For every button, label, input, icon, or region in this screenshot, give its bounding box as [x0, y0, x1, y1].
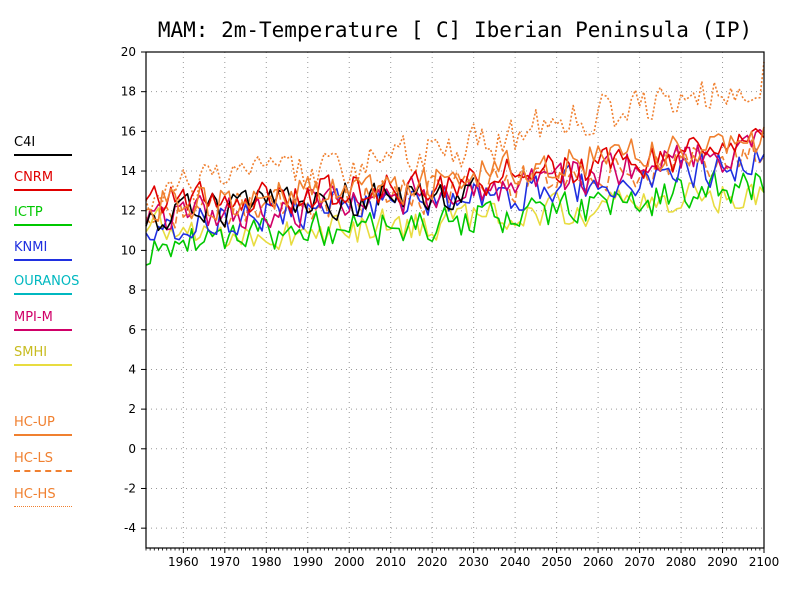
y-tick-label: 20 [121, 45, 136, 59]
legend-swatch [14, 470, 72, 472]
chart-title: MAM: 2m-Temperature [ C] Iberian Peninsu… [157, 18, 753, 42]
legend-label: MPI-M [14, 310, 53, 325]
legend-swatch [14, 329, 72, 331]
axes: 1960 1970 1980 1990 2000 2010 2020 2030 2040 2050… [121, 45, 780, 569]
grid-lines [146, 52, 764, 548]
y-tick-label: 10 [121, 243, 136, 257]
series-line-cnrm [145, 127, 765, 214]
x-tick-label: 2000 [334, 555, 365, 569]
legend-swatch [14, 224, 72, 226]
legend-entry-cnrm: CNRM [14, 170, 74, 200]
y-tick-label: 2 [128, 402, 136, 416]
legend-label: KNMI [14, 240, 48, 255]
legend-entry-ouranos: OURANOS [14, 274, 80, 304]
x-tick-label: 2050 [541, 555, 572, 569]
y-tick-label: 12 [121, 204, 136, 218]
legend-label: HC-HS [14, 487, 56, 502]
x-tick-label: 1990 [292, 555, 323, 569]
legend-swatch [14, 434, 72, 436]
legend-entry-hc-hs: HC-HS [14, 487, 74, 517]
plot-frame [145, 51, 765, 549]
y-tick-label: 4 [128, 362, 136, 376]
x-tick-label: 2070 [624, 555, 655, 569]
legend-entry-hc-ls: HC-LS [14, 451, 74, 481]
x-tick-label: 2090 [707, 555, 738, 569]
x-tick-label: 1980 [251, 555, 282, 569]
legend-label: C4I [14, 135, 36, 150]
x-tick-label: 2030 [458, 555, 489, 569]
y-tick-label: 0 [128, 442, 136, 456]
legend-label: HC-UP [14, 415, 55, 430]
series-lines [145, 61, 765, 266]
x-tick-label: 1960 [168, 555, 199, 569]
x-tick-label: 2010 [375, 555, 406, 569]
legend-entry-c4i: C4I [14, 135, 74, 165]
legend-entry-hc-up: HC-UP [14, 415, 74, 445]
y-tick-label: 6 [128, 323, 136, 337]
y-tick-label: 18 [121, 85, 136, 99]
legend-entry-mpi-m: MPI-M [14, 310, 74, 340]
legend-swatch [14, 506, 72, 507]
legend-label: OURANOS [14, 274, 80, 289]
y-tick-label: 16 [121, 124, 136, 138]
legend-entry-smhi: SMHI [14, 345, 74, 375]
legend-swatch [14, 259, 72, 261]
y-tick-label: 8 [128, 283, 136, 297]
legend-label: CNRM [14, 170, 54, 185]
x-tick-label: 2100 [749, 555, 780, 569]
x-tick-label: 2020 [417, 555, 448, 569]
legend-swatch [14, 293, 72, 295]
series-line-hc-hs [145, 61, 765, 216]
legend-label: ICTP [14, 205, 43, 220]
series-line-ictp [145, 169, 765, 266]
legend-swatch [14, 364, 72, 366]
x-tick-label: 2040 [500, 555, 531, 569]
x-tick-label: 2060 [583, 555, 614, 569]
legend-entry-ictp: ICTP [14, 205, 74, 235]
y-tick-label: 14 [121, 164, 136, 178]
legend-label: SMHI [14, 345, 48, 360]
legend-swatch [14, 189, 72, 191]
series-line-hc-up [145, 126, 765, 221]
y-tick-label: -4 [124, 521, 136, 535]
x-tick-label: 1970 [210, 555, 241, 569]
y-tick-label: -2 [124, 481, 136, 495]
legend-entry-knmi: KNMI [14, 240, 74, 270]
legend-label: HC-LS [14, 451, 54, 466]
legend-swatch [14, 154, 72, 156]
x-tick-label: 2080 [666, 555, 697, 569]
